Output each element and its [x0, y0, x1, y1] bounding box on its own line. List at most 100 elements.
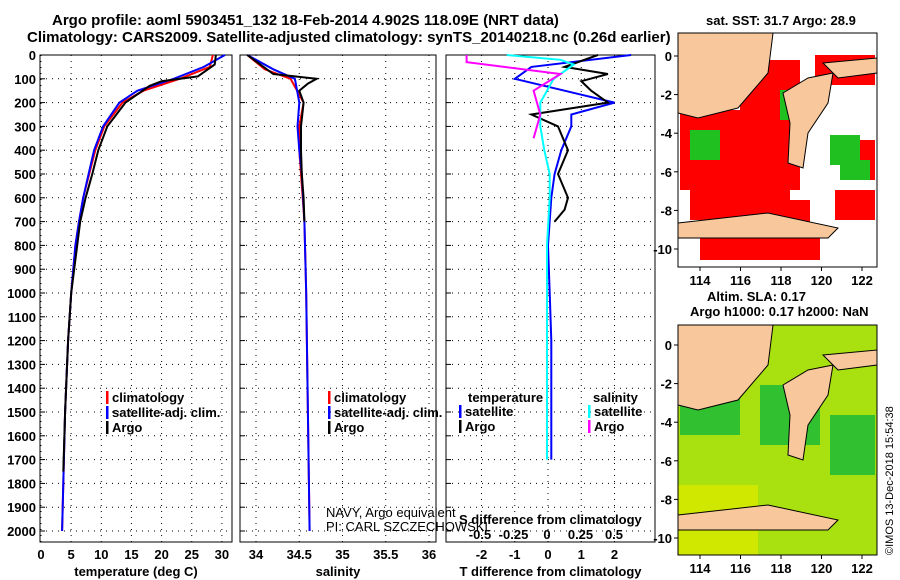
y-tick-label: 1600 [7, 429, 36, 444]
map-lon-label: 114 [690, 273, 712, 288]
map-lon-label: 116 [730, 273, 751, 288]
x-tick-label: -1 [509, 547, 521, 562]
map-lat-label: -4 [660, 126, 672, 141]
legend-label: satellite-adj. clim. [334, 405, 442, 420]
x2-tick-label: -0.25 [499, 527, 529, 542]
sst-map-title: sat. SST: 31.7 Argo: 28.9 [706, 13, 856, 28]
legend-swatch [328, 391, 331, 404]
legend-title-salinity: salinity [593, 390, 639, 405]
x-tick-label: 5 [68, 547, 75, 562]
series-s-argo [465, 55, 564, 139]
map-lat-label: -2 [660, 377, 672, 392]
x2-tick-label: -0.5 [469, 527, 491, 542]
y-tick-label: 100 [14, 72, 36, 87]
x-tick-label: 35.5 [373, 547, 398, 562]
legend-swatch [588, 405, 591, 418]
map-lon-label: 114 [690, 561, 712, 576]
map-lat-label: -8 [660, 203, 672, 218]
x-tick-label: -2 [476, 547, 488, 562]
legend-swatch [328, 406, 331, 419]
map-lon-label: 120 [811, 561, 833, 576]
legend-label: Argo [594, 419, 624, 434]
sst-cell [840, 160, 870, 180]
legend-swatch [106, 391, 109, 404]
legend-label: satellite [465, 404, 513, 419]
legend-swatch [459, 405, 462, 418]
x-tick-label: 15 [124, 547, 138, 562]
map-lat-label: 0 [665, 338, 672, 353]
map-lat-label: -2 [660, 88, 672, 103]
y-tick-label: 400 [14, 143, 36, 158]
y-tick-label: 200 [14, 96, 36, 111]
x-tick-label: 30 [215, 547, 229, 562]
series-argo [62, 54, 217, 472]
x-tick-label: 1 [578, 547, 585, 562]
y-tick-label: 300 [14, 119, 36, 134]
x-tick-label: 35 [335, 547, 349, 562]
series-s-satellite [506, 54, 576, 460]
legend-label: climatology [112, 390, 185, 405]
y-tick-label: 800 [14, 238, 36, 253]
x-tick-label: 34.5 [287, 547, 312, 562]
legend-swatch [106, 421, 109, 434]
legend-label: Argo [112, 420, 142, 435]
x-tick-label: 20 [154, 547, 168, 562]
sla-map-title1: Altim. SLA: 0.17 [707, 289, 806, 304]
legend-swatch [328, 421, 331, 434]
y-tick-label: 600 [14, 191, 36, 206]
sulawesi-land [782, 364, 834, 461]
series-satellite-adj-clim- [61, 54, 226, 532]
sst-cell [690, 130, 720, 160]
legend-label: climatology [334, 390, 407, 405]
map-lat-label: -10 [653, 242, 672, 257]
y-tick-label: 1900 [7, 500, 36, 515]
map-lat-label: -10 [653, 531, 672, 546]
sst-cell [835, 190, 875, 220]
y-tick-label: 1800 [7, 476, 36, 491]
legend-swatch [459, 420, 462, 433]
title-line2: Climatology: CARS2009. Satellite-adjuste… [27, 29, 671, 46]
y-tick-label: 1700 [7, 453, 36, 468]
x-tick-label: 36 [422, 547, 436, 562]
legend-swatch [106, 406, 109, 419]
x2-tick-label: 0 [543, 527, 550, 542]
x-tick-label: 34 [249, 547, 264, 562]
panel-3-frame [445, 54, 656, 543]
sulawesi-land [782, 72, 834, 169]
x2-tick-label: 0.25 [568, 527, 593, 542]
legend-label: satellite-adj. clim. [112, 405, 220, 420]
x-tick-label: 25 [185, 547, 199, 562]
y-tick-label: 1200 [7, 334, 36, 349]
panel-1-frame [39, 54, 233, 543]
legend-label: Argo [465, 419, 495, 434]
legend-label: satellite [594, 404, 642, 419]
x-tick-label: 0 [37, 547, 44, 562]
y-tick-label: 1300 [7, 357, 36, 372]
y-tick-label: 0 [29, 48, 36, 63]
x2-tick-label: 0.5 [605, 527, 623, 542]
map-lon-label: 118 [771, 561, 792, 576]
y-tick-label: 500 [14, 167, 36, 182]
map-lat-label: 0 [665, 49, 672, 64]
y-tick-label: 1000 [7, 286, 36, 301]
map-lon-label: 120 [811, 273, 833, 288]
sla-cell [830, 415, 875, 475]
map-sla-frame [677, 324, 878, 556]
map-sst-frame [677, 32, 878, 268]
legend-title-temperature: temperature [468, 390, 543, 405]
title-line1: Argo profile: aoml 5903451_132 18-Feb-20… [52, 12, 559, 29]
map-lon-label: 122 [851, 273, 873, 288]
map-lon-label: 116 [730, 561, 751, 576]
legend-swatch [588, 420, 591, 433]
sla-map-title2: Argo h1000: 0.17 h2000: NaN [690, 304, 869, 319]
x-axis-label: temperature (deg C) [74, 564, 198, 579]
annotation-navy: NAVY, Argo equivalent [326, 505, 456, 520]
legend-label: Argo [334, 420, 364, 435]
x-tick-label: 0 [544, 547, 551, 562]
x2-axis-label: S difference from climatology [459, 512, 643, 527]
y-tick-label: 1400 [7, 381, 36, 396]
map-lat-label: -4 [660, 415, 672, 430]
x-axis-label: salinity [316, 564, 362, 579]
